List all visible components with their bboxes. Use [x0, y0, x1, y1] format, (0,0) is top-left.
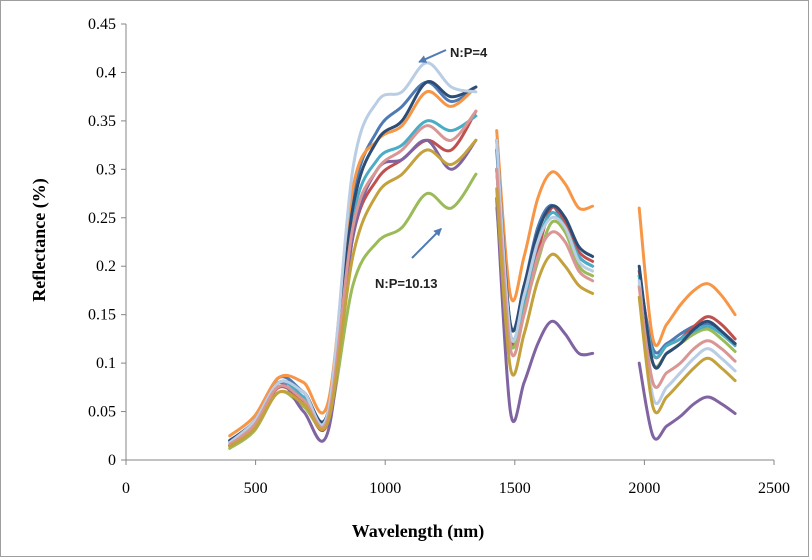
- series-line: [637, 295, 737, 415]
- series-line: [637, 264, 737, 370]
- y-tick-label: 0.15: [88, 307, 116, 324]
- y-tick-label: 0.45: [88, 16, 116, 33]
- series-line: [637, 286, 737, 389]
- y-tick-label: 0.05: [88, 404, 116, 421]
- y-tick-label: 0.2: [96, 258, 116, 275]
- annotation-arrow-bottom: [411, 228, 442, 259]
- series-line: [495, 167, 595, 358]
- y-tick-label: 0.35: [88, 113, 116, 130]
- annotation-np1013: N:P=10.13: [375, 276, 438, 291]
- series-9: [228, 109, 737, 446]
- annotation-arrow-top: [418, 49, 447, 63]
- series-layer: [228, 61, 737, 450]
- x-axis-title: Wavelength (nm): [352, 521, 485, 542]
- x-tick-label: 2500: [758, 480, 790, 497]
- axes-layer: 0 0.05 0.1 0.15 0.2 0.25 0.3 0.35 0.4 0.45 0 500 100…: [88, 16, 790, 497]
- y-tick-label: 0: [108, 452, 116, 469]
- y-tick-label: 0.3: [96, 161, 116, 178]
- x-tick-label: 0: [122, 480, 130, 497]
- x-tick-label: 500: [244, 480, 268, 497]
- series-line: [637, 206, 737, 348]
- x-tick-label: 1000: [369, 480, 401, 497]
- x-tick-label: 1500: [499, 480, 531, 497]
- annotation-np4: N:P=4: [450, 45, 488, 60]
- series-line: [228, 109, 478, 446]
- y-tick-label: 0.4: [96, 64, 116, 81]
- series-line: [637, 361, 737, 441]
- series-line: [495, 196, 595, 423]
- series-line: [228, 138, 478, 448]
- annotation-layer: N:P=4 N:P=10.13: [375, 45, 488, 291]
- series-10: [228, 138, 737, 448]
- y-axis-title: Reflectance (%): [29, 178, 50, 301]
- series-line: [495, 187, 595, 377]
- x-tick-label: 2000: [628, 480, 660, 497]
- series-line: [495, 129, 595, 303]
- series-line: [637, 279, 737, 406]
- series-line: [228, 61, 478, 445]
- y-tick-label: 0.1: [96, 355, 116, 372]
- y-tick-label: 0.25: [88, 210, 116, 227]
